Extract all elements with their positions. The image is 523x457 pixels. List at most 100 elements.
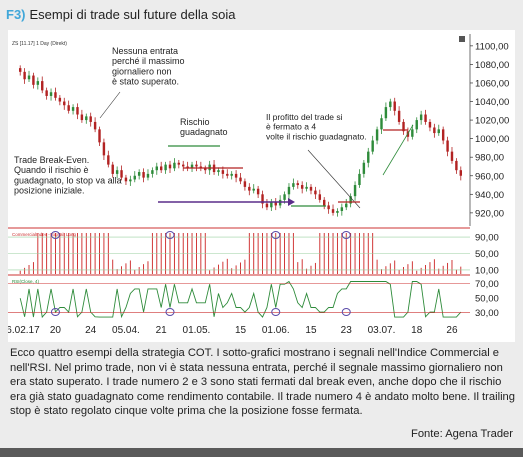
candle bbox=[107, 150, 110, 168]
annotation-arrow bbox=[99, 91, 121, 119]
candle bbox=[239, 172, 242, 185]
rsi-signal-circle bbox=[165, 308, 175, 316]
annotation-text: Nessuna entrata bbox=[112, 46, 178, 56]
candle bbox=[226, 169, 229, 179]
candle bbox=[142, 168, 145, 183]
candle bbox=[177, 159, 181, 169]
figure-source: Fonte: Agena Trader bbox=[411, 428, 513, 440]
candle bbox=[345, 198, 348, 211]
cot-tick-label: 10,00 bbox=[475, 265, 499, 276]
candle bbox=[173, 158, 176, 172]
chart-area: ZS [11.17] 1 Day (Direkt) 920,00 940,00 96… bbox=[1, 30, 515, 342]
annotation-text: è stato superato. bbox=[112, 77, 179, 87]
candle bbox=[358, 169, 361, 188]
candle bbox=[265, 198, 269, 211]
candle bbox=[76, 103, 79, 120]
candle bbox=[182, 160, 185, 172]
candle bbox=[353, 181, 357, 201]
candle bbox=[327, 201, 330, 214]
cot-tick-label: 50,00 bbox=[475, 249, 499, 260]
rsi-tick-label: 30,00 bbox=[475, 308, 499, 319]
candle bbox=[441, 126, 445, 145]
bottom-bar bbox=[0, 448, 523, 457]
candle bbox=[85, 113, 88, 124]
annotation-text: Trade Break-Even. bbox=[14, 155, 89, 165]
signal-circle bbox=[165, 231, 175, 239]
candle bbox=[115, 166, 119, 179]
signal-circle bbox=[50, 231, 60, 239]
annotation-text: guadagnato, lo stop va alla bbox=[14, 175, 122, 185]
x-tick-label: 03.07. bbox=[368, 325, 396, 336]
annotation-text: Quando il rischio è bbox=[14, 165, 89, 175]
cot-tick-label: 90,00 bbox=[475, 233, 499, 244]
candle bbox=[111, 161, 114, 178]
candle bbox=[331, 204, 335, 216]
candle bbox=[168, 160, 172, 173]
candle bbox=[151, 167, 154, 178]
x-tick-label: 01.05. bbox=[183, 325, 211, 336]
candle bbox=[287, 183, 291, 199]
commercial-index-panel: CommercialIndex - Signal: Long 10,00 50,0… bbox=[8, 229, 499, 276]
price-tick-label: 1040,00 bbox=[475, 97, 509, 108]
candle bbox=[419, 110, 423, 125]
candle bbox=[45, 87, 48, 100]
price-tick-label: 980,00 bbox=[475, 153, 504, 164]
candle bbox=[195, 160, 198, 172]
annotation-text: è fermato a 4 bbox=[266, 122, 316, 132]
figure-number: F3) bbox=[6, 7, 26, 22]
candle bbox=[384, 102, 388, 122]
price-tick-label: 1080,00 bbox=[475, 60, 509, 71]
price-tick-label: 920,00 bbox=[475, 208, 504, 219]
candle bbox=[415, 117, 418, 134]
annotation-text: volte il rischio guadagnato. bbox=[266, 131, 367, 141]
candle bbox=[256, 185, 260, 199]
x-tick-label: 21 bbox=[156, 325, 168, 336]
x-tick-label: 05.04. bbox=[112, 325, 140, 336]
candle bbox=[137, 169, 141, 180]
candle bbox=[380, 114, 383, 134]
panel-close-icon[interactable] bbox=[459, 36, 465, 42]
x-tick-label: 23 bbox=[341, 325, 353, 336]
price-tick-label: 1000,00 bbox=[475, 134, 509, 145]
candle bbox=[93, 117, 97, 133]
candle bbox=[124, 174, 128, 186]
price-tick-label: 960,00 bbox=[475, 171, 504, 182]
candle bbox=[300, 181, 304, 194]
candle bbox=[375, 126, 379, 145]
candle bbox=[459, 166, 463, 181]
candle bbox=[234, 170, 238, 183]
annotation-text: giornaliero non bbox=[112, 66, 172, 76]
candle bbox=[402, 119, 405, 135]
candle bbox=[243, 178, 247, 191]
candle bbox=[133, 171, 136, 183]
candle bbox=[340, 203, 344, 216]
candle bbox=[309, 184, 313, 195]
candle bbox=[49, 88, 53, 101]
x-tick-label: 15 bbox=[235, 325, 247, 336]
price-panel-header: ZS [11.17] 1 Day (Direkt) bbox=[12, 41, 67, 47]
price-panel: ZS [11.17] 1 Day (Direkt) 920,00 940,00 96… bbox=[8, 34, 509, 229]
candle bbox=[296, 180, 299, 189]
figure-title-text: Esempi di trade sul future della soia bbox=[29, 7, 236, 22]
candle bbox=[349, 193, 352, 208]
candle bbox=[261, 190, 264, 209]
candle bbox=[252, 184, 255, 194]
annotation-text: perché il massimo bbox=[112, 56, 185, 66]
candle bbox=[80, 109, 84, 123]
annotation-text: Il profitto del trade si bbox=[266, 112, 343, 122]
candle bbox=[190, 161, 194, 173]
price-tick-label: 940,00 bbox=[475, 190, 504, 201]
candle bbox=[18, 65, 22, 76]
candle bbox=[455, 158, 458, 174]
candle bbox=[32, 72, 35, 89]
x-tick-label: 26 bbox=[446, 325, 458, 336]
rsi-signal-circle bbox=[50, 308, 60, 316]
commercial-index-header: CommercialIndex - Signal: Long bbox=[12, 232, 77, 237]
candle bbox=[23, 68, 26, 84]
candle bbox=[323, 197, 326, 210]
candle bbox=[120, 165, 123, 181]
figure-caption: Ecco quattro esempi della strategia COT.… bbox=[10, 347, 515, 418]
candle bbox=[204, 165, 207, 174]
candle bbox=[305, 182, 308, 192]
candle bbox=[27, 70, 31, 83]
